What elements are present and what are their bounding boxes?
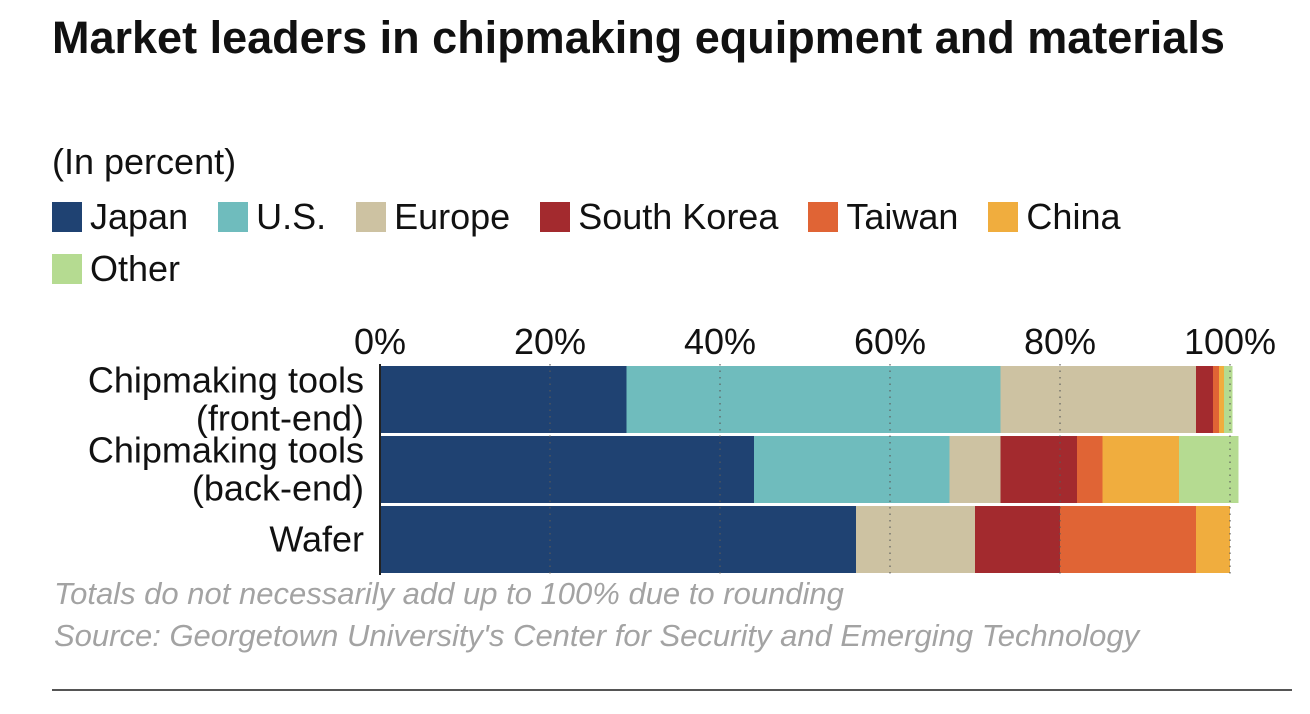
legend-label-europe: Europe <box>394 196 511 237</box>
source-note: Source: Georgetown University's Center f… <box>54 618 1140 653</box>
legend-swatch-japan <box>52 202 82 232</box>
category-label-1: Chipmaking tools (back-end) <box>88 430 364 509</box>
legend-item-japan: Japan <box>52 196 188 238</box>
bar-segment-china-2 <box>1196 506 1230 573</box>
bar-segment-south-korea-1 <box>1000 436 1077 503</box>
bar-segment-south-korea-0 <box>1196 366 1213 433</box>
x-tick-label-20: 20% <box>514 321 586 362</box>
bar-segment-china-1 <box>1102 436 1179 503</box>
legend-item-south-korea: South Korea <box>540 196 778 238</box>
bar-segment-japan-2 <box>380 506 856 573</box>
bar-segment-china-0 <box>1219 366 1225 433</box>
legend-label-us: U.S. <box>256 196 327 237</box>
bar-segment-other-1 <box>1179 436 1239 503</box>
bar-segment-taiwan-0 <box>1213 366 1219 433</box>
legend: Japan U.S. Europe South Korea Taiwan Chi… <box>52 196 1292 290</box>
bar-segment-other-0 <box>1224 366 1233 433</box>
category-label-line: (front-end) <box>196 398 364 439</box>
bar-segment-europe-0 <box>1000 366 1196 433</box>
x-tick-label-40: 40% <box>684 321 756 362</box>
category-label-0: Chipmaking tools (front-end) <box>88 360 364 439</box>
legend-swatch-us <box>218 202 249 232</box>
category-label-line: Wafer <box>269 519 364 560</box>
legend-swatch-other <box>52 254 82 284</box>
bar-segment-europe-2 <box>856 506 975 573</box>
bar-segment-u-s--0 <box>626 366 1001 433</box>
legend-label-japan: Japan <box>90 196 189 237</box>
bottom-divider <box>52 689 1292 691</box>
chart-subtitle: (In percent) <box>52 141 237 182</box>
bar-segment-japan-0 <box>380 366 627 433</box>
legend-label-south-korea: South Korea <box>578 196 779 237</box>
category-label-2: Wafer <box>269 519 364 560</box>
legend-swatch-taiwan <box>808 202 839 232</box>
legend-label-taiwan: Taiwan <box>846 196 959 237</box>
bar-segment-taiwan-1 <box>1077 436 1103 503</box>
legend-label-other: Other <box>90 248 181 289</box>
category-label-line: (back-end) <box>192 468 364 509</box>
bar-segment-u-s--1 <box>754 436 950 503</box>
legend-item-taiwan: Taiwan <box>808 196 958 238</box>
legend-item-europe: Europe <box>356 196 510 238</box>
legend-swatch-south-korea <box>540 202 571 232</box>
rounding-note: Totals do not necessarily add up to 100%… <box>54 576 844 611</box>
category-label-line: Chipmaking tools <box>88 430 364 471</box>
category-label-line: Chipmaking tools <box>88 360 364 401</box>
legend-item-china: China <box>988 196 1120 238</box>
x-tick-label-100: 100% <box>1184 321 1276 362</box>
chart-title: Market leaders in chipmaking equipment a… <box>52 12 1225 63</box>
bar-segment-south-korea-2 <box>975 506 1060 573</box>
legend-item-other: Other <box>52 248 180 290</box>
bar-segment-europe-1 <box>949 436 1001 503</box>
bar-segment-taiwan-2 <box>1060 506 1196 573</box>
legend-swatch-china <box>988 202 1019 232</box>
legend-item-us: U.S. <box>218 196 326 238</box>
legend-swatch-europe <box>356 202 387 232</box>
x-tick-label-0: 0% <box>354 321 406 362</box>
x-tick-label-60: 60% <box>854 321 926 362</box>
bar-segment-japan-1 <box>380 436 754 503</box>
x-tick-label-80: 80% <box>1024 321 1096 362</box>
legend-label-china: China <box>1026 196 1121 237</box>
